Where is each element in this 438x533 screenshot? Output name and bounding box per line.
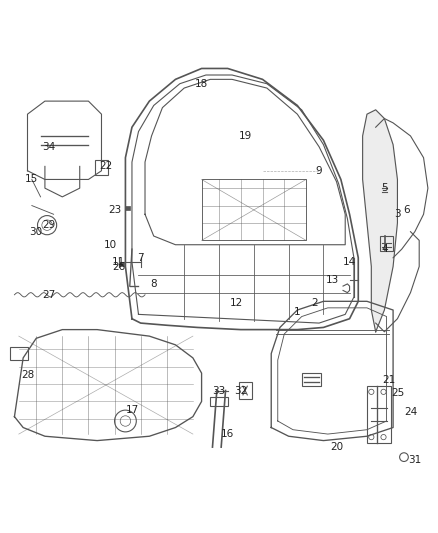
Text: 6: 6 [403,205,410,215]
Text: 27: 27 [42,290,56,300]
Text: 17: 17 [125,405,138,415]
Text: 4: 4 [381,244,388,254]
Text: 33: 33 [212,385,226,395]
Text: 16: 16 [221,429,234,439]
Text: 22: 22 [99,161,113,172]
Text: 10: 10 [104,240,117,250]
Text: 30: 30 [30,227,43,237]
Text: 20: 20 [330,442,343,452]
Text: 3: 3 [394,209,401,219]
Text: 31: 31 [408,455,421,465]
Text: 5: 5 [381,183,388,193]
Text: 15: 15 [25,174,39,184]
Text: 12: 12 [230,298,243,309]
Text: 1: 1 [294,307,300,317]
Text: 7: 7 [138,253,144,263]
Text: 11: 11 [112,257,126,267]
Text: 28: 28 [21,370,34,381]
Text: 25: 25 [391,387,404,398]
Text: 13: 13 [325,274,339,285]
Text: 26: 26 [112,262,126,271]
Polygon shape [363,110,397,332]
Text: 8: 8 [150,279,157,289]
Text: 18: 18 [195,79,208,88]
Text: 23: 23 [108,205,121,215]
Text: 21: 21 [382,375,396,385]
Text: 19: 19 [238,131,252,141]
Text: 29: 29 [42,220,56,230]
Text: 32: 32 [234,385,247,395]
Polygon shape [119,262,124,265]
Polygon shape [125,206,130,210]
Text: 9: 9 [316,166,322,176]
Text: 14: 14 [343,257,356,267]
Text: 2: 2 [311,298,318,309]
Text: 34: 34 [42,142,56,152]
Text: 24: 24 [404,407,417,417]
